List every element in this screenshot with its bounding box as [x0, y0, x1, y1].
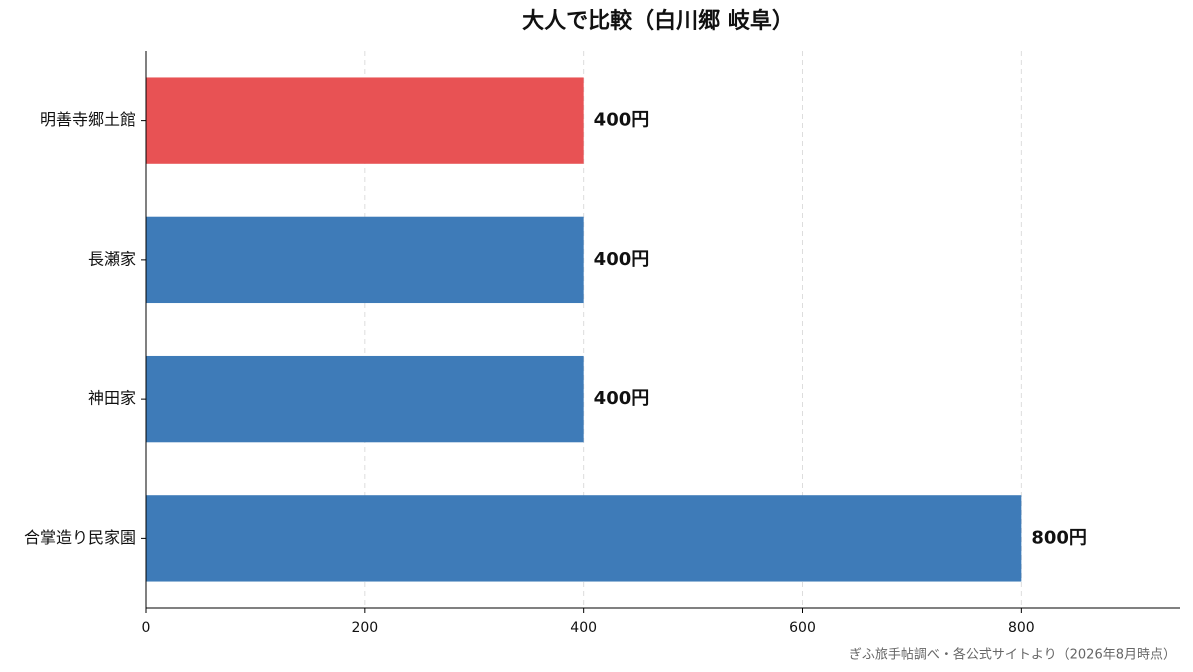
y-tick-label: 神田家 — [88, 389, 136, 408]
y-tick-label: 合掌造り民家園 — [24, 528, 136, 547]
source-note: ぎふ旅手帖調べ・各公式サイトより（2026年8月時点） — [849, 647, 1176, 663]
value-label: 400円 — [594, 110, 650, 131]
x-tick-label: 800 — [1008, 620, 1035, 636]
chart-title: 大人で比較（白川郷 岐阜） — [522, 8, 794, 34]
x-tick-label: 600 — [789, 620, 816, 636]
x-tick-label: 200 — [351, 620, 378, 636]
x-tick-label: 400 — [570, 620, 597, 636]
value-label: 400円 — [594, 249, 650, 270]
bar — [146, 495, 1022, 582]
value-label: 400円 — [594, 388, 650, 409]
x-tick-label: 0 — [142, 620, 151, 636]
y-tick-label: 明善寺郷土館 — [40, 110, 136, 129]
value-label: 800円 — [1031, 527, 1087, 548]
y-tick-label: 長瀬家 — [88, 249, 136, 268]
bar — [146, 77, 584, 164]
bar — [146, 216, 584, 304]
bar — [146, 355, 584, 443]
